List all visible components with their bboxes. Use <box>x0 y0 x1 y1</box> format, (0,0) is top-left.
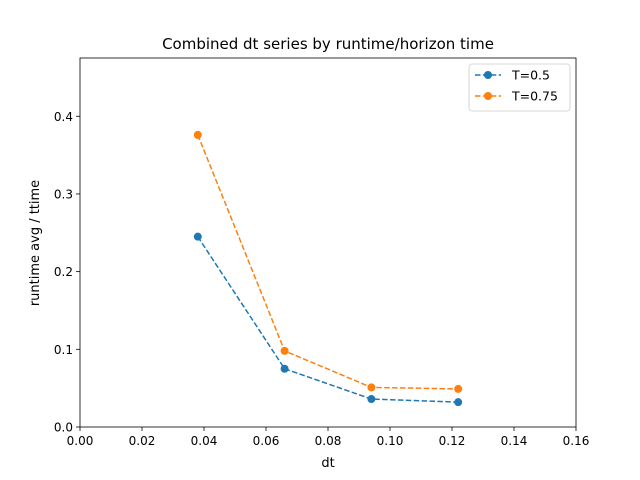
data-point <box>367 383 376 392</box>
data-point <box>367 395 376 404</box>
series-line <box>197 134 459 390</box>
y-tick-label: 0.2 <box>54 265 73 279</box>
data-point <box>280 364 289 373</box>
data-point <box>454 398 463 407</box>
x-tick-label: 0.14 <box>501 434 528 448</box>
axes-frame <box>79 57 577 428</box>
data-point <box>193 232 202 241</box>
x-tick-label: 0.02 <box>129 434 156 448</box>
y-tick-label: 0.1 <box>54 343 73 357</box>
x-tick-label: 0.16 <box>563 434 590 448</box>
y-axis-ticks: 0.0 0.1 0.2 0.3 0.4 <box>54 110 80 435</box>
x-tick-label: 0.04 <box>191 434 218 448</box>
x-axis-ticks: 0.00 0.02 0.04 0.06 0.08 0.10 0.12 0.14 0.16 <box>67 427 590 448</box>
chart-title: Combined dt series by runtime/horizon ti… <box>162 35 494 53</box>
legend: T=0.5 T=0.75 <box>468 63 571 112</box>
x-tick-label: 0.06 <box>253 434 280 448</box>
x-tick-label: 0.12 <box>439 434 466 448</box>
y-tick-label: 0.0 <box>54 421 73 435</box>
x-tick-label: 0.00 <box>67 434 94 448</box>
data-point <box>193 130 202 139</box>
x-tick-label: 0.08 <box>315 434 342 448</box>
x-tick-label: 0.10 <box>377 434 404 448</box>
legend-label: T=0.75 <box>511 89 558 104</box>
y-tick-label: 0.4 <box>54 110 73 124</box>
plot-area <box>79 57 577 428</box>
y-tick-label: 0.3 <box>54 187 73 201</box>
legend-swatch-marker <box>484 92 492 100</box>
x-axis-label: dt <box>321 456 334 471</box>
y-axis-label: runtime avg / ttime <box>28 180 43 306</box>
series-line <box>197 236 459 403</box>
legend-label: T=0.5 <box>511 68 550 83</box>
data-point <box>280 346 289 355</box>
data-point <box>454 384 463 393</box>
legend-swatch-marker <box>484 71 492 79</box>
